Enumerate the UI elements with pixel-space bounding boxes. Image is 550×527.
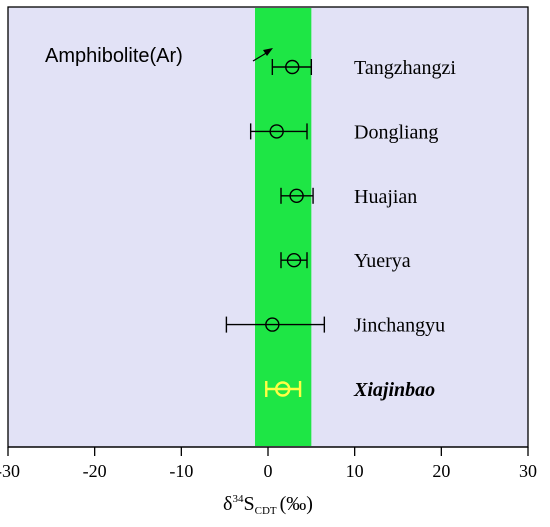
data-marks: Tangzhangzi Dongliang Huajian Yuerya Jinchan… bbox=[225, 57, 456, 401]
data-point-dongliang: Dongliang bbox=[249, 121, 438, 143]
data-point-marker bbox=[275, 381, 291, 397]
x-axis-label-main: S bbox=[243, 493, 254, 515]
x-tick-label: 0 bbox=[264, 461, 273, 481]
data-point-marker bbox=[286, 253, 302, 268]
data-point-marker bbox=[265, 317, 280, 332]
annotation: Amphibolite(Ar) bbox=[45, 45, 273, 67]
data-point-tangzhangzi: Tangzhangzi bbox=[271, 57, 456, 79]
site-label: Huajian bbox=[354, 186, 417, 208]
annotation-label: Amphibolite(Ar) bbox=[45, 45, 183, 67]
x-axis-label: δ34SCDT (‰) bbox=[223, 493, 313, 517]
data-point-jinchangyu: Jinchangyu bbox=[225, 315, 445, 337]
data-point-marker bbox=[289, 188, 304, 204]
x-axis-label-sup: 34 bbox=[232, 493, 244, 505]
site-label: Jinchangyu bbox=[354, 315, 445, 337]
site-label: Dongliang bbox=[354, 121, 438, 143]
data-point-marker bbox=[285, 59, 300, 75]
data-point-yuerya: Yuerya bbox=[280, 250, 411, 272]
x-axis-label-unit: (‰) bbox=[280, 493, 313, 515]
x-tick-label: -10 bbox=[169, 461, 193, 481]
x-axis-label-prefix: δ bbox=[223, 493, 232, 515]
annotation-arrowhead bbox=[263, 48, 273, 56]
x-tick-label: -30 bbox=[0, 461, 20, 481]
x-axis-label-sub: CDT bbox=[255, 505, 277, 517]
reference-band bbox=[255, 8, 312, 446]
x-axis-ticks: -30 -20 -10 0 10 20 30 bbox=[0, 447, 537, 481]
x-tick-label: -20 bbox=[83, 461, 107, 481]
x-tick-label: 30 bbox=[519, 461, 537, 481]
site-label: Tangzhangzi bbox=[354, 57, 456, 79]
data-point-huajian: Huajian bbox=[280, 186, 417, 208]
data-point-xiajinbao: Xiajinbao bbox=[265, 379, 435, 401]
site-label: Xiajinbao bbox=[353, 379, 435, 401]
x-tick-label: 10 bbox=[346, 461, 364, 481]
data-point-marker bbox=[269, 124, 284, 139]
x-tick-label: 20 bbox=[432, 461, 450, 481]
site-label: Yuerya bbox=[354, 250, 411, 272]
